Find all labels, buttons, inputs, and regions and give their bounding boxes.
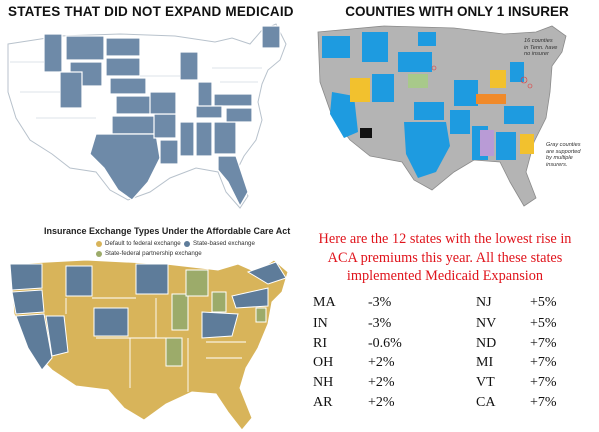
legend-federal: Default to federal exchange: [96, 240, 181, 247]
exchange-map: [9, 259, 289, 431]
table-row: +5%: [530, 316, 557, 332]
premium-change: +5%: [530, 316, 557, 331]
premium-change: +2%: [368, 375, 395, 390]
map-title-insurers: COUNTIES WITH ONLY 1 INSURER: [345, 4, 569, 19]
map-title-exchanges: Insurance Exchange Types Under the Affor…: [44, 226, 291, 236]
premium-change: +5%: [530, 295, 557, 310]
headline-line-1: Here are the 12 states with the lowest r…: [318, 231, 572, 247]
purple-region: [480, 130, 494, 156]
state-code: NJ: [476, 295, 492, 310]
yellow-region: [350, 78, 370, 102]
note-tenn: 16 counties in Tenn. have no insurer: [524, 38, 558, 57]
insurer-map: [317, 25, 567, 207]
non-expansion-states: [43, 25, 281, 208]
table-row: ND: [476, 336, 496, 352]
table-row: OH: [313, 355, 333, 371]
note-gray-counties: Gray counties are supported by multiple …: [546, 142, 581, 168]
legend-state-label: State-based exchange: [193, 240, 255, 247]
state-code: NH: [313, 375, 334, 390]
table-row: -3%: [368, 295, 391, 311]
legend-partnership: State-federal partnership exchange: [96, 250, 202, 257]
premium-change: -0.6%: [368, 336, 402, 351]
legend-federal-label: Default to federal exchange: [105, 240, 181, 247]
table-row: NV: [476, 316, 496, 332]
state-code: IN: [313, 316, 328, 331]
legend-state-swatch: [184, 240, 190, 247]
table-row: +2%: [368, 355, 395, 371]
legend-partnership-label: State-federal partnership exchange: [105, 250, 202, 257]
premium-change: +7%: [530, 375, 557, 390]
table-row: NJ: [476, 295, 492, 311]
state-code: RI: [313, 336, 327, 351]
table-row: NH: [313, 375, 333, 391]
headline-line-2: ACA premiums this year. All these states: [327, 249, 563, 266]
map-title-medicaid: STATES THAT DID NOT EXPAND MEDICAID: [8, 4, 294, 19]
table-row: IN: [313, 316, 328, 332]
black-region: [360, 128, 372, 138]
state-code: OH: [313, 355, 334, 370]
table-row: -3%: [368, 316, 391, 332]
headline-line-3: implemented Medicaid Expansion: [346, 268, 544, 284]
premium-change: +7%: [530, 336, 557, 351]
table-row: -0.6%: [368, 336, 402, 352]
premium-change: -3%: [368, 295, 392, 310]
premium-change: +2%: [368, 395, 395, 410]
state-based-exchanges: [9, 261, 287, 371]
table-row: +7%: [530, 336, 557, 352]
table-row: +7%: [530, 355, 557, 371]
headline-text: Here are the 12 states with the lowest r…: [296, 230, 594, 286]
premium-change: +7%: [530, 355, 557, 370]
state-code: VT: [476, 375, 495, 390]
table-row: VT: [476, 375, 495, 391]
legend-federal-swatch: [96, 240, 102, 247]
table-row: MI: [476, 355, 493, 371]
table-row: RI: [313, 336, 327, 352]
legend-partnership-swatch: [96, 250, 102, 257]
premium-change: +7%: [530, 395, 557, 410]
green-region: [408, 74, 428, 88]
single-insurer-counties: [322, 32, 534, 178]
table-row: CA: [476, 395, 495, 411]
premium-change: -3%: [368, 316, 392, 331]
state-code: NV: [476, 316, 497, 331]
table-row: +2%: [368, 395, 395, 411]
state-code: MA: [313, 295, 336, 310]
table-row: +7%: [530, 395, 557, 411]
table-row: AR: [313, 395, 332, 411]
medicaid-map: [7, 23, 287, 209]
table-row: +2%: [368, 375, 395, 391]
partnership-exchanges: [165, 269, 267, 367]
state-code: MI: [476, 355, 494, 370]
legend-state-based: State-based exchange: [184, 240, 255, 247]
table-row: +5%: [530, 295, 557, 311]
state-code: AR: [313, 395, 333, 410]
state-code: CA: [476, 395, 496, 410]
premium-change: +2%: [368, 355, 395, 370]
table-row: MA: [313, 295, 336, 311]
state-code: ND: [476, 336, 497, 351]
table-row: +7%: [530, 375, 557, 391]
orange-tn-region: [476, 94, 506, 104]
